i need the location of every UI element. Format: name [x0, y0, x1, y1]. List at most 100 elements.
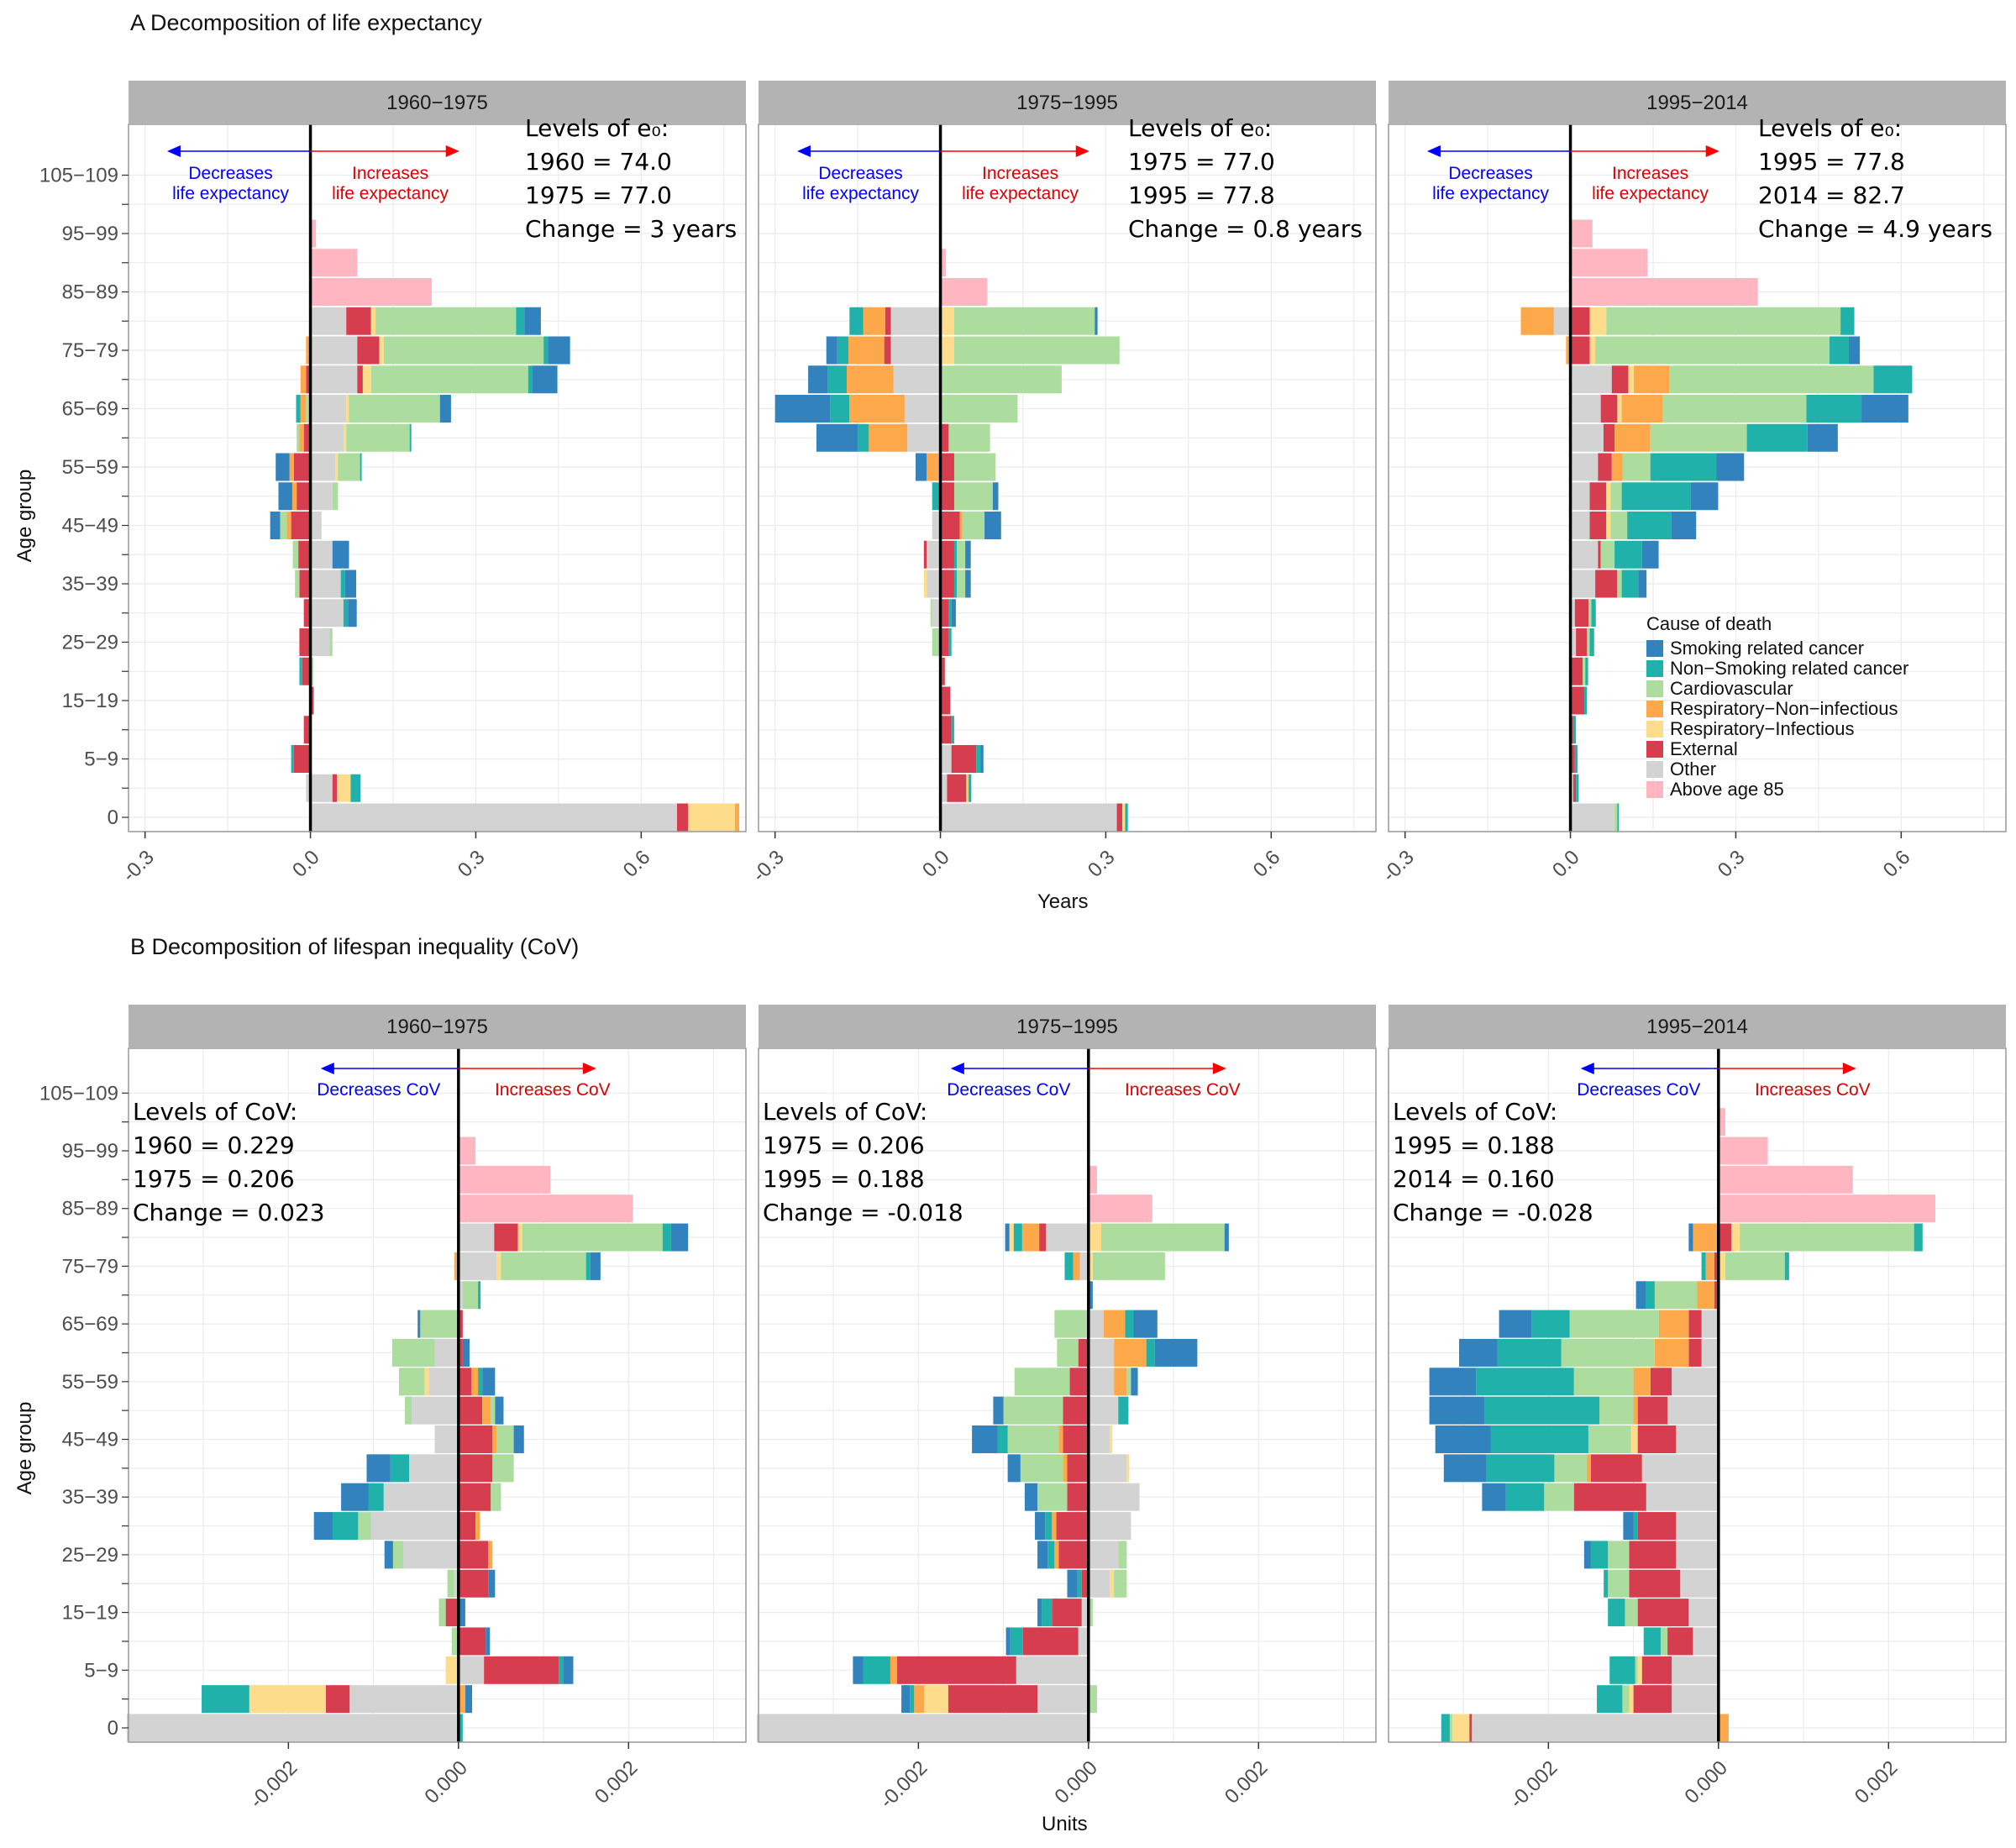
bar-segment [1570, 395, 1601, 423]
bar-segment [310, 482, 333, 511]
bar-segment [965, 540, 971, 569]
bar-segment [296, 395, 301, 423]
bar-segment [291, 512, 311, 539]
bar-segment [1629, 1541, 1677, 1569]
bar-segment [1625, 1599, 1638, 1627]
bar-segment [951, 716, 954, 744]
bar-segment [940, 482, 954, 511]
bar-segment [291, 482, 297, 511]
bar-segment [1595, 336, 1830, 365]
bar-segment [458, 1252, 497, 1280]
bar-segment [1088, 1512, 1131, 1541]
bar-segment [1688, 1599, 1719, 1627]
bar-segment [1650, 423, 1747, 452]
bar-segment [1499, 1310, 1532, 1338]
bar-segment [293, 745, 311, 773]
decrease-label: Decreases [188, 164, 272, 183]
bar-segment [1429, 1396, 1485, 1425]
bar-segment [454, 1252, 459, 1280]
bar-segment [1088, 1223, 1101, 1252]
bar-segment [1629, 1685, 1634, 1714]
bar-segment [488, 1541, 493, 1569]
bar-segment [348, 599, 357, 627]
bar-segment [1114, 1368, 1127, 1396]
bar-segment [337, 774, 351, 802]
bar-segment [1146, 1338, 1155, 1367]
bar-segment [940, 307, 954, 335]
bar-segment [488, 1569, 496, 1598]
bar-segment [1037, 1483, 1068, 1511]
bar-segment [390, 1454, 410, 1483]
bar-segment [1484, 1396, 1600, 1425]
bar-segment [299, 657, 302, 685]
x-tick-label: -0.3 [1378, 846, 1418, 886]
bar-segment [1589, 482, 1607, 511]
bar-segment [897, 1656, 1016, 1684]
bar-segment [310, 219, 317, 248]
bar-segment [310, 365, 358, 394]
bar-segment [366, 1454, 391, 1483]
bar-segment [295, 570, 300, 598]
bar-segment [1617, 803, 1620, 832]
bar-segment [1067, 1569, 1078, 1598]
bar-segment [965, 570, 971, 598]
bar-segment [310, 423, 344, 452]
bar-segment [927, 540, 941, 569]
bar-segment [756, 1714, 1089, 1742]
bar-segment [893, 365, 941, 394]
bar-segment [1585, 657, 1588, 685]
bar-segment [458, 1396, 483, 1425]
bar-segment [1667, 1627, 1693, 1656]
bar-segment [310, 540, 333, 569]
bar-segment [350, 774, 361, 802]
bar-segment [332, 482, 339, 511]
y-tick-label: 65−69 [62, 1313, 118, 1336]
bar-segment [1600, 395, 1618, 423]
bar-segment [1614, 423, 1651, 452]
bar-segment [1039, 1223, 1047, 1252]
bar-segment [297, 482, 311, 511]
bar-segment [1650, 1368, 1672, 1396]
bar-segment [1634, 365, 1670, 394]
bar-segment [1570, 278, 1758, 306]
bar-segment [808, 365, 828, 394]
bar-segment [953, 307, 1095, 335]
bar-segment [458, 1512, 476, 1541]
bar-segment [1590, 1454, 1642, 1483]
info-text: Change = 4.9 years [1758, 215, 1992, 243]
bar-segment [1441, 1714, 1450, 1742]
bar-segment [884, 336, 891, 365]
bar-segment [1633, 1685, 1672, 1714]
increase-label: Increases [352, 164, 428, 183]
decrease-arrow-head [320, 1063, 334, 1074]
bar-segment [303, 423, 311, 452]
bar-segment [1714, 1281, 1719, 1310]
bar-segment [1078, 1338, 1089, 1367]
bar-segment [310, 307, 347, 335]
bar-segment [1627, 512, 1672, 539]
info-text: 1975 = 77.0 [525, 181, 672, 209]
bar-segment [890, 336, 941, 365]
bar-segment [1114, 1569, 1127, 1598]
bar-segment [360, 453, 362, 481]
y-tick-label: 25−29 [62, 632, 118, 654]
bar-segment [357, 336, 380, 365]
bar-segment [310, 395, 347, 423]
bar-segment [940, 803, 1117, 832]
bar-segment [1621, 482, 1691, 511]
bar-segment [478, 1368, 483, 1396]
info-text: 2014 = 0.160 [1393, 1165, 1555, 1193]
bar-segment [992, 482, 999, 511]
bar-segment [1588, 599, 1592, 627]
bar-segment [940, 395, 1018, 423]
bar-segment [1718, 1223, 1731, 1252]
bar-segment [993, 1396, 1004, 1425]
legend: Cause of death Smoking related cancer Non… [1646, 613, 1908, 800]
x-tick-label: -0.002 [875, 1756, 932, 1813]
bar-segment [1046, 1223, 1089, 1252]
bar-segment [1633, 1512, 1638, 1541]
bar-segment [863, 1656, 890, 1684]
bar-segment [1013, 1223, 1022, 1252]
bar-segment [1598, 453, 1612, 481]
bar-segment [1606, 482, 1611, 511]
